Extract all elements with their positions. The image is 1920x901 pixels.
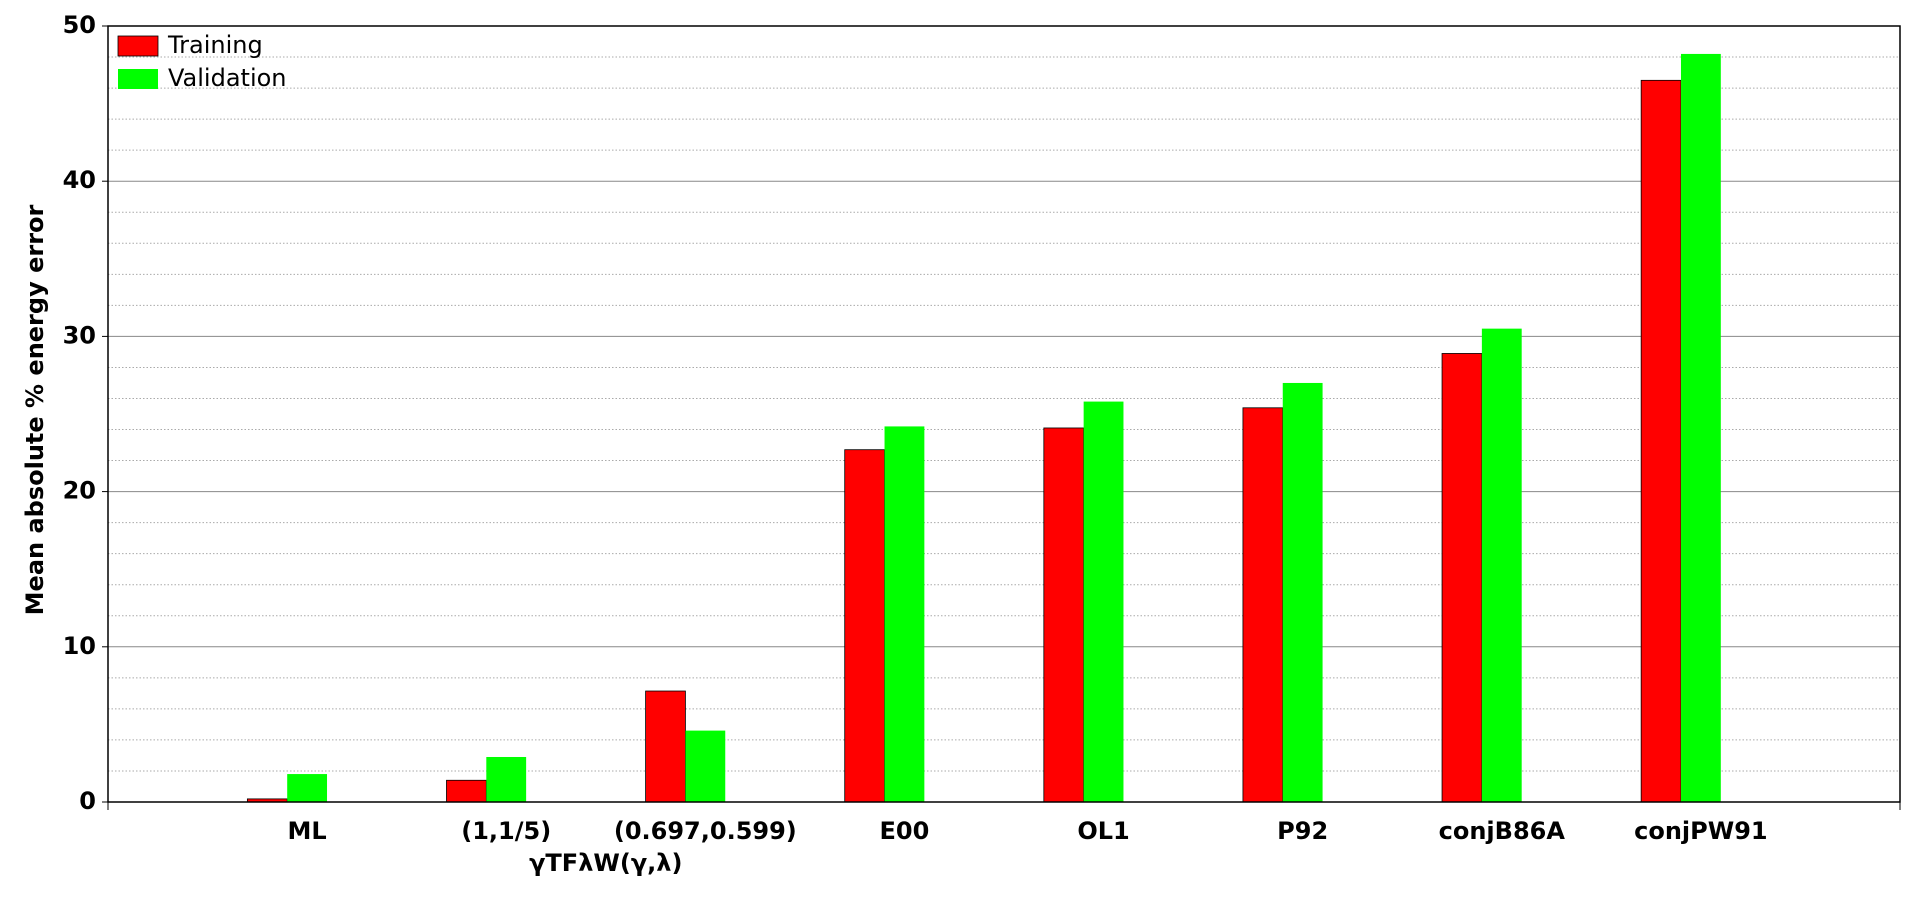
legend-swatch <box>117 35 159 57</box>
x-tick-label: OL1 <box>1077 817 1129 845</box>
bar <box>486 756 527 802</box>
legend-label: Training <box>167 31 263 59</box>
bar <box>685 730 726 802</box>
x-group-label: γTFλW(γ,λ) <box>529 849 682 877</box>
legend-swatch <box>118 69 158 89</box>
x-tick-label: E00 <box>880 817 930 845</box>
bar <box>287 774 328 802</box>
y-tick-label: 50 <box>63 11 96 39</box>
bar <box>1640 79 1682 803</box>
y-tick-label: 30 <box>63 321 96 349</box>
plot-frame <box>107 25 1901 803</box>
bar <box>1680 53 1721 803</box>
y-axis-label: Mean absolute % energy error <box>21 204 49 615</box>
x-tick-label: (0.697,0.599) <box>614 817 797 845</box>
bar <box>884 426 925 802</box>
y-tick-label: 10 <box>63 632 96 660</box>
y-tick-label: 20 <box>63 477 96 505</box>
bar <box>844 449 885 803</box>
y-tick-label: 40 <box>63 166 96 194</box>
bar <box>1242 407 1284 803</box>
x-tick-label: conjPW91 <box>1634 817 1768 845</box>
bar <box>1083 401 1124 802</box>
bar <box>1282 382 1323 802</box>
bar <box>446 779 487 803</box>
bar <box>1481 328 1522 802</box>
bar <box>1043 427 1085 803</box>
x-tick-label: conjB86A <box>1439 817 1566 845</box>
bar <box>1441 353 1483 803</box>
x-tick-label: ML <box>288 817 327 845</box>
bar <box>645 690 686 803</box>
legend-label: Validation <box>168 64 287 92</box>
x-tick-label: P92 <box>1277 817 1328 845</box>
y-tick-label: 0 <box>79 787 96 815</box>
x-tick-label: (1,1/5) <box>461 817 551 845</box>
